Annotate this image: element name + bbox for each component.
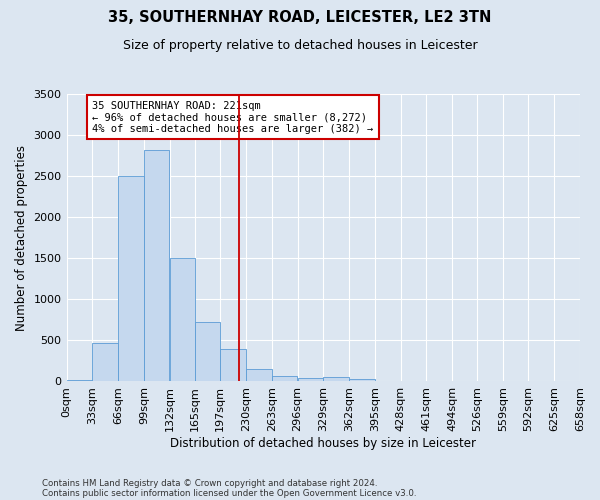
Bar bbox=[349, 379, 374, 382]
Bar bbox=[196, 322, 220, 382]
Bar bbox=[67, 380, 92, 382]
Text: 35, SOUTHERNHAY ROAD, LEICESTER, LE2 3TN: 35, SOUTHERNHAY ROAD, LEICESTER, LE2 3TN bbox=[109, 10, 491, 25]
Bar bbox=[118, 176, 143, 382]
Text: 35 SOUTHERNHAY ROAD: 221sqm
← 96% of detached houses are smaller (8,272)
4% of s: 35 SOUTHERNHAY ROAD: 221sqm ← 96% of det… bbox=[92, 100, 374, 134]
Bar bbox=[323, 378, 349, 382]
Y-axis label: Number of detached properties: Number of detached properties bbox=[15, 144, 28, 330]
Bar bbox=[92, 343, 118, 382]
Bar bbox=[170, 258, 195, 382]
Text: Size of property relative to detached houses in Leicester: Size of property relative to detached ho… bbox=[122, 39, 478, 52]
Bar bbox=[246, 369, 272, 382]
X-axis label: Distribution of detached houses by size in Leicester: Distribution of detached houses by size … bbox=[170, 437, 476, 450]
Bar bbox=[220, 350, 246, 382]
Bar bbox=[298, 378, 323, 382]
Bar bbox=[144, 150, 169, 382]
Text: Contains HM Land Registry data © Crown copyright and database right 2024.: Contains HM Land Registry data © Crown c… bbox=[42, 478, 377, 488]
Bar bbox=[272, 376, 298, 382]
Text: Contains public sector information licensed under the Open Government Licence v3: Contains public sector information licen… bbox=[42, 488, 416, 498]
